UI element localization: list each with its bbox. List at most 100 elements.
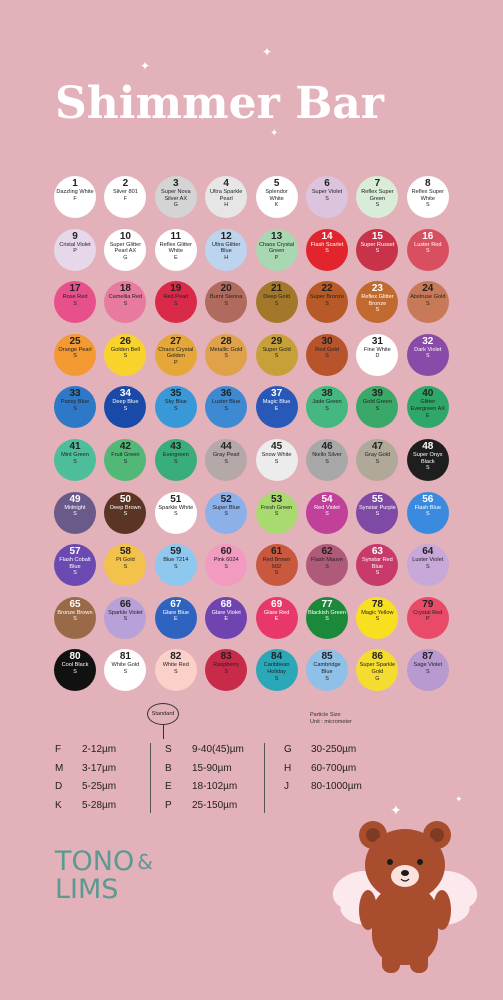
swatch-size-code: P <box>173 359 178 366</box>
color-swatch: 21 Deep Gold S <box>255 281 298 324</box>
swatch-size-code: D <box>375 353 380 360</box>
color-swatch: 43 Evergreen S <box>154 439 197 481</box>
color-swatch: 56 Flash Blue S <box>406 491 449 534</box>
swatch-name: Pink 6024 <box>213 557 239 564</box>
logo-line-1: TONO <box>55 846 135 877</box>
swatch-number: 20 <box>220 283 232 295</box>
swatch-number: 78 <box>371 598 383 610</box>
color-swatch: 80 Cool Black S <box>54 649 96 692</box>
swatch-number: 60 <box>220 546 232 558</box>
color-swatch: 45 Snow White S <box>255 439 298 481</box>
swatch-name: Sparkle White <box>158 504 194 511</box>
swatch-number: 40 <box>422 388 434 400</box>
swatch-number: 63 <box>371 546 383 558</box>
swatch-name: Glare Red <box>263 609 290 616</box>
swatch-name: Ultra Sparkle Pearl <box>210 189 243 202</box>
swatch-size-code: E <box>173 616 178 623</box>
swatch-size-code: P <box>274 254 279 261</box>
swatch-size-code: S <box>375 616 380 623</box>
color-swatch: 19 Red Pearl S <box>154 281 197 324</box>
color-swatch: 59 Blue 7214 S <box>154 544 197 587</box>
swatch-number: 14 <box>321 230 333 242</box>
swatch-number: 41 <box>69 441 81 452</box>
swatch-name: Raspberry <box>213 662 240 669</box>
particle-size-row: E 18-102µm <box>165 781 237 792</box>
color-swatch: 14 Flash Scarlet S <box>306 228 348 271</box>
swatch-name: Super Onyx Black <box>413 452 443 465</box>
logo-line-2: LIMS <box>55 874 119 905</box>
swatch-size-code: S <box>173 300 178 307</box>
swatch-size-code: S <box>73 616 77 623</box>
swatch-size-code: S <box>224 405 228 412</box>
swatch-number: 1 <box>72 178 78 189</box>
swatch-number: 52 <box>220 493 232 505</box>
color-swatch: 18 Camellia Red S <box>104 281 147 324</box>
color-swatch: 35 Sky Blue S <box>154 386 197 429</box>
swatch-size-code: S <box>425 248 430 255</box>
swatch-size-code: S <box>425 465 430 472</box>
swatch-name: Magic Blue <box>262 399 291 406</box>
color-swatch: 29 Super Gold S <box>255 333 298 376</box>
sparkle-icon: ✦ <box>140 59 151 73</box>
swatch-size-code: S <box>425 300 430 307</box>
swatch-size-code: S <box>274 353 279 360</box>
color-swatch: 65 Bronze Brown S <box>54 596 96 639</box>
swatch-number: 36 <box>220 388 232 400</box>
swatch-size-code: S <box>375 202 380 209</box>
swatch-size-code: S <box>375 248 380 255</box>
swatch-number: 21 <box>271 283 283 295</box>
swatch-size-code: S <box>123 405 128 412</box>
color-swatch: 34 Deep Blue S <box>104 386 147 429</box>
swatch-size-code: S <box>325 195 329 202</box>
swatch-name: Metallic Gold <box>210 346 243 353</box>
color-swatch: 17 Rose Red S <box>54 281 96 324</box>
color-swatch: 30 Red Gold S <box>306 333 348 376</box>
color-swatch: 69 Glare Red E <box>255 596 298 639</box>
swatch-size-code: S <box>123 353 128 360</box>
swatch-name: Flash Scarlet <box>310 241 344 248</box>
logo-ampersand: & <box>137 850 153 874</box>
size-code: G <box>284 744 292 755</box>
swatch-size-code: S <box>173 458 178 465</box>
swatch-number: 50 <box>119 493 131 505</box>
swatch-number: 81 <box>119 651 131 663</box>
color-swatch: 57 Flash Cobalt Blue S <box>54 544 96 587</box>
swatch-size-code: S <box>325 248 329 255</box>
swatch-name: Midnight <box>64 504 86 511</box>
swatch-number: 32 <box>422 335 434 347</box>
swatch-number: 45 <box>271 441 283 452</box>
swatch-number: 68 <box>220 598 232 610</box>
swatch-name: Ultra Glitter Blue <box>212 241 241 255</box>
size-range: 30-250µm <box>311 744 357 755</box>
swatch-size-code: S <box>274 458 279 465</box>
swatch-number: 2 <box>122 178 129 189</box>
swatch-number: 85 <box>321 651 333 663</box>
swatch-size-code: K <box>274 202 279 209</box>
color-swatch: 46 Niello Silver S <box>306 439 348 481</box>
size-range: 9-40(45)µm <box>192 744 244 755</box>
color-swatch: 15 Super Russet S <box>356 228 399 271</box>
size-code: H <box>284 762 292 774</box>
swatch-name: Glare Violet <box>211 609 241 616</box>
swatch-number: 44 <box>220 441 232 452</box>
swatch-number: 49 <box>69 493 81 505</box>
swatch-name: Abstruse Gold <box>410 294 446 301</box>
swatch-number: 34 <box>119 388 131 400</box>
swatch-name: Blackish Green <box>308 609 346 616</box>
sparkle-icon: ✦ <box>455 794 463 804</box>
swatch-name: Magic Yellow <box>361 609 394 616</box>
swatch-number: 57 <box>69 546 81 558</box>
swatch-number: 18 <box>119 283 131 295</box>
swatch-name: Super Sparkle Gold <box>359 662 396 675</box>
swatch-size-code: S <box>123 458 128 465</box>
swatch-name: Sage Violet <box>413 662 443 669</box>
color-swatch: 6 Super Violet S <box>306 176 348 218</box>
swatch-name: Red Gold <box>315 346 339 353</box>
particle-size-row: P 25-150µm <box>165 800 237 811</box>
color-swatch: 28 Metallic Gold S <box>205 333 248 376</box>
swatch-number: 30 <box>321 335 333 347</box>
swatch-number: 38 <box>321 388 333 400</box>
swatch-size-code: S <box>123 563 128 570</box>
swatch-size-code: S <box>73 570 77 577</box>
color-swatch: 10 Super Glitter Pearl AX G <box>104 228 147 271</box>
